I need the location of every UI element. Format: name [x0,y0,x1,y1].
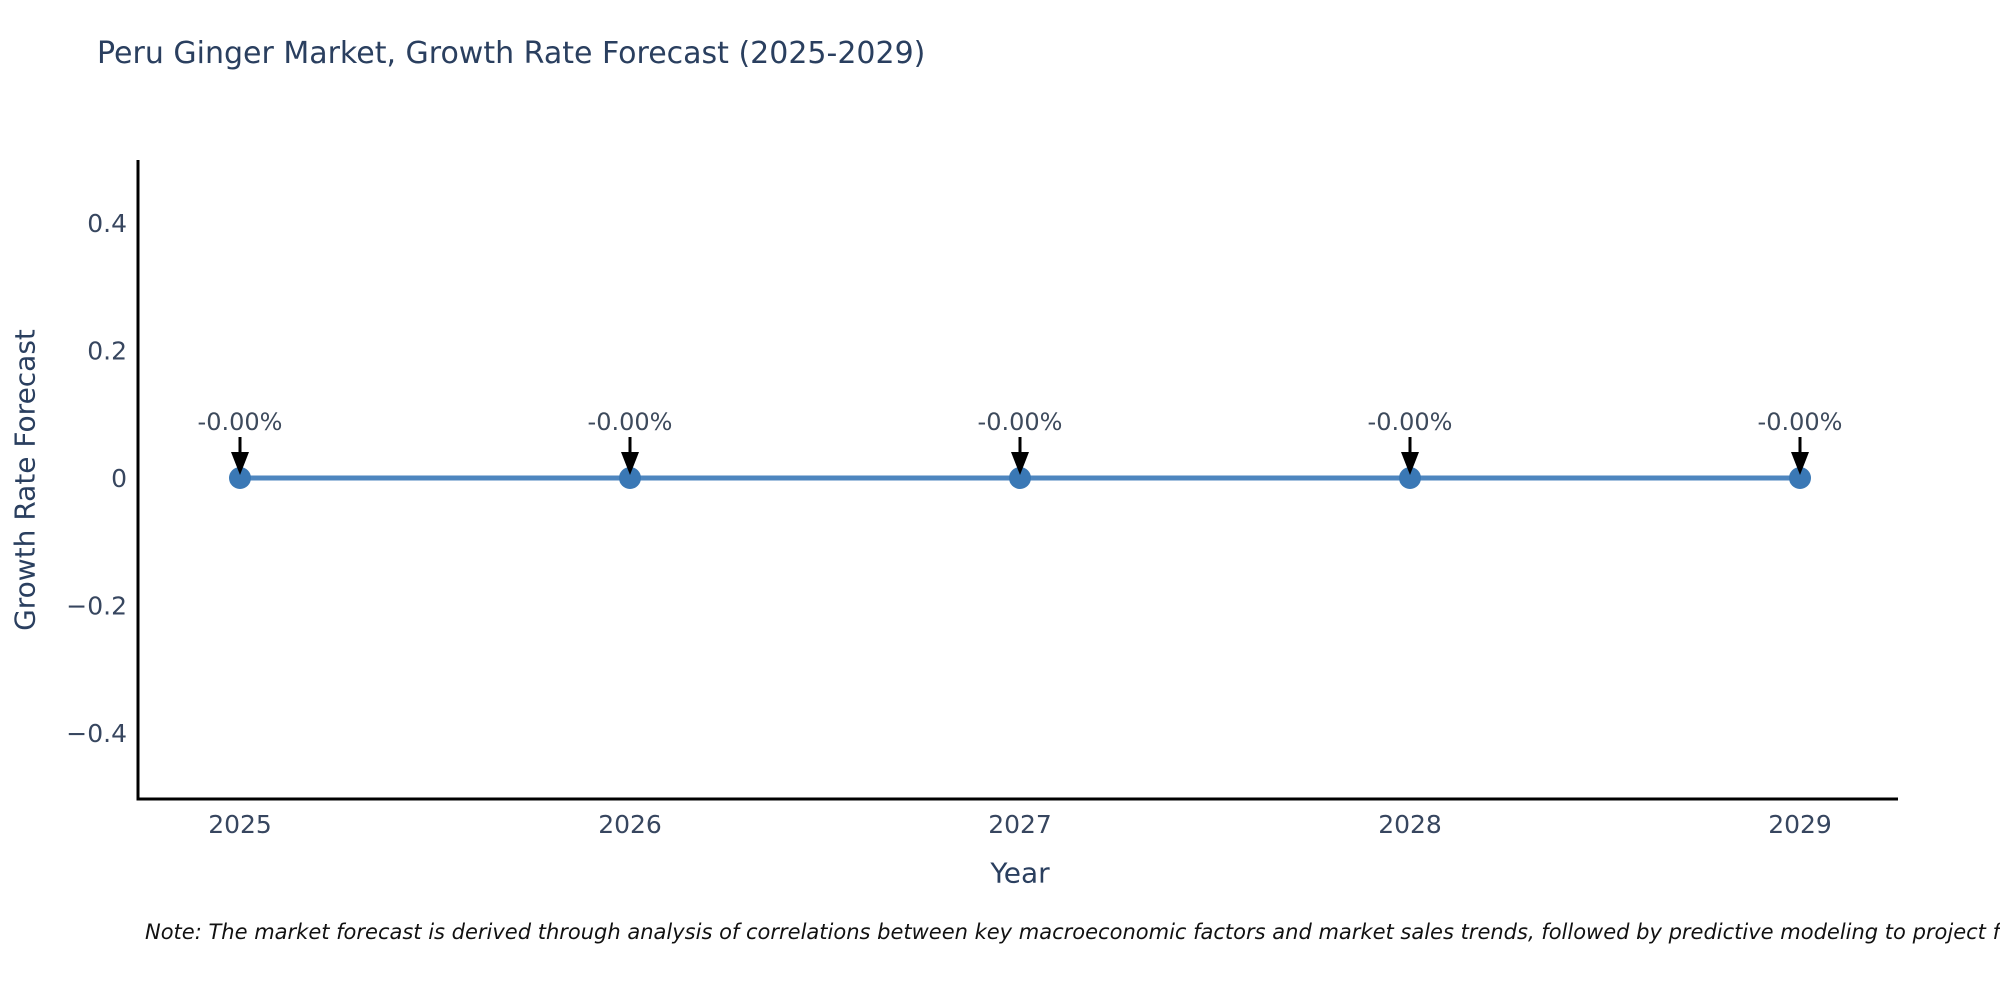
x-tick-label: 2025 [208,810,272,839]
annotation-arrowhead-icon [1401,452,1419,475]
x-tick-label: 2026 [598,810,662,839]
annotation-label: -0.00% [198,408,283,436]
data-point [1009,467,1031,489]
chart-title: Peru Ginger Market, Growth Rate Forecast… [97,36,926,71]
annotation-arrowhead-icon [1791,452,1809,475]
annotation-label: -0.00% [588,408,673,436]
annotation-arrowhead-icon [621,452,639,475]
y-tick-label: −0.4 [66,719,127,748]
footnote: Note: The market forecast is derived thr… [145,920,2000,944]
x-axis-title: Year [990,856,1050,890]
x-tick-label: 2029 [1768,810,1832,839]
x-tick-label: 2028 [1378,810,1442,839]
y-tick-label: 0 [111,464,127,493]
data-point [1399,467,1421,489]
annotation-arrowhead-icon [1011,452,1029,475]
y-axis-title: Growth Rate Forecast [8,329,42,631]
annotation-label: -0.00% [1368,408,1453,436]
annotation-label: -0.00% [978,408,1063,436]
data-point [619,467,641,489]
annotation-label: -0.00% [1758,408,1843,436]
x-tick-label: 2027 [988,810,1052,839]
data-point [1789,467,1811,489]
y-tick-label: −0.2 [66,592,127,621]
y-tick-label: 0.4 [87,209,127,238]
annotation-arrowhead-icon [231,452,249,475]
y-tick-label: 0.2 [87,337,127,366]
data-point [229,467,251,489]
